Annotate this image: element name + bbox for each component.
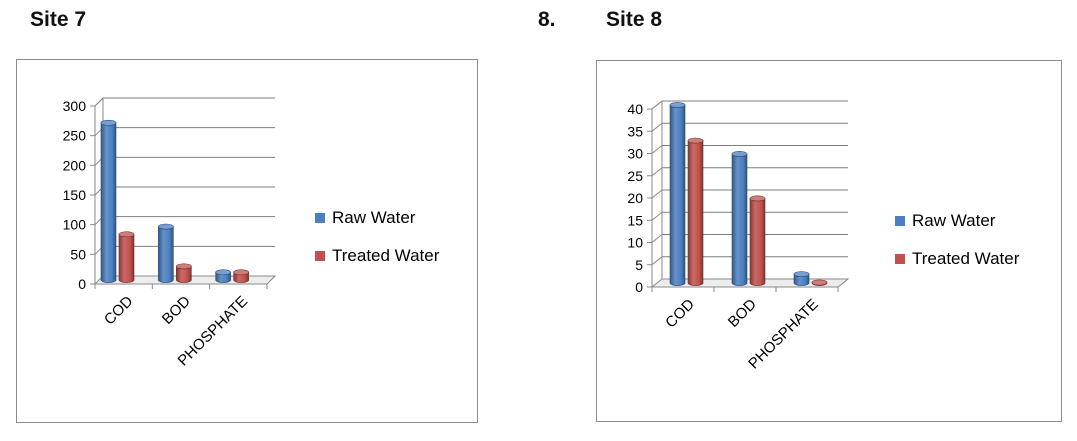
chart1-ytick-label: 250 (63, 128, 87, 144)
chart2-top-edge (651, 100, 663, 110)
chart1-ytick-label: 100 (63, 217, 87, 233)
bar-top (749, 195, 766, 202)
chart2-legend-treated-swatch (895, 254, 905, 264)
bar-top (811, 279, 828, 286)
chart1-category-label: COD (101, 293, 137, 329)
chart1-ytick-label: 50 (70, 246, 86, 262)
chart2-ytick-label: 0 (635, 279, 643, 295)
bar-top (669, 102, 686, 108)
chart2-ytick-label: 40 (627, 101, 643, 117)
bar-body (100, 122, 117, 283)
chart2-side-gridline (651, 167, 663, 177)
chart1-legend-treated-label: Treated Water (332, 246, 440, 265)
chart1-legend-raw-swatch (315, 213, 325, 223)
chart2-ytick-label: 10 (627, 235, 643, 251)
bar-body (158, 226, 174, 283)
chart2-bar-cod-raw (669, 102, 686, 286)
chart1-legend-treated-swatch (315, 251, 325, 261)
bar-body (793, 273, 810, 286)
chart1-legend-raw: Raw Water (315, 208, 439, 228)
chart2-ytick-label: 20 (627, 190, 643, 206)
chart1-ytick-label: 200 (63, 157, 87, 173)
chart2-legend-raw-label: Raw Water (912, 211, 996, 230)
chart2-ytick-label: 15 (627, 212, 643, 228)
chart2-side-gridline (651, 234, 663, 243)
chart2-ytick-label: 30 (627, 146, 643, 162)
chart2-side-gridline (651, 122, 663, 132)
chart2-bar-phosphate-treated (811, 279, 828, 286)
chart1-title: Site 7 (30, 8, 87, 31)
chart1-legend-treated: Treated Water (315, 246, 439, 266)
chart2-side-gridline (651, 256, 663, 266)
bar-top (215, 269, 231, 276)
chart2-legend-treated-label: Treated Water (912, 249, 1020, 268)
chart2-legend-raw: Raw Water (895, 211, 1019, 231)
chart1-ytick-label: 150 (63, 187, 87, 203)
chart1-bar-phosphate-treated (233, 269, 249, 283)
bar-body (176, 266, 192, 283)
chart2-legend-treated: Treated Water (895, 249, 1019, 269)
bar-top (731, 151, 748, 157)
bar-body (118, 234, 135, 283)
chart1-bar-bod-raw (158, 223, 174, 283)
bar-top (158, 223, 174, 230)
chart2-ytick-label: 5 (635, 257, 643, 273)
chart2-legend: Raw Water Treated Water (895, 211, 1019, 287)
chart1-ytick-label: 300 (63, 98, 87, 114)
chart2-bar-bod-treated (749, 195, 766, 286)
chart1-ytick-label: 0 (78, 276, 86, 292)
bar-body (731, 153, 748, 286)
chart1-bar-bod-treated (176, 263, 192, 283)
bar-top (687, 137, 704, 144)
chart1-bar-phosphate-raw (215, 269, 231, 283)
bar-top (233, 269, 249, 276)
chart2-bar-cod-treated (687, 137, 704, 286)
chart1-legend: Raw Water Treated Water (315, 208, 439, 284)
chart1-bar-cod-treated (118, 231, 135, 283)
bar-top (118, 231, 135, 238)
bar-top (100, 119, 117, 126)
chart2-title: Site 8 (606, 8, 663, 31)
chart2-bar-bod-raw (731, 151, 748, 286)
chart2-category-label: COD (662, 296, 698, 332)
bar-body (749, 198, 766, 286)
chart2-category-label: BOD (725, 296, 760, 331)
chart1-top-edge (94, 97, 104, 107)
bar-top (793, 271, 810, 277)
chart2-ytick-label: 25 (627, 168, 643, 184)
chart2-legend-raw-swatch (895, 216, 905, 226)
chart2-bar-phosphate-raw (793, 271, 810, 286)
chart1-category-label: BOD (159, 293, 194, 328)
bar-top (176, 263, 192, 270)
chart1-legend-raw-label: Raw Water (332, 208, 416, 227)
chart2-ytick-label: 35 (627, 123, 643, 139)
chart2-side-gridline (651, 189, 663, 199)
chart2-panel: 40 35 30 25 20 15 10 5 0 COD BOD PHOSPHATE Raw Wate… (596, 60, 1062, 422)
chart1-panel: 300 250 200 150 100 50 0 COD BOD PHOSPHATE Raw Wa… (16, 59, 478, 423)
chart2-side-gridline (651, 211, 663, 221)
bar-body (669, 104, 686, 286)
chart2-side-gridline (651, 145, 663, 154)
bar-body (687, 140, 704, 286)
chart1-bar-cod-raw (100, 119, 117, 283)
chart2-number: 8. (538, 8, 556, 31)
